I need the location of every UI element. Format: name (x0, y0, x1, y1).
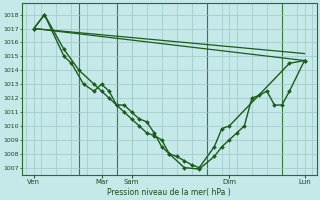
X-axis label: Pression niveau de la mer( hPa ): Pression niveau de la mer( hPa ) (107, 188, 231, 197)
